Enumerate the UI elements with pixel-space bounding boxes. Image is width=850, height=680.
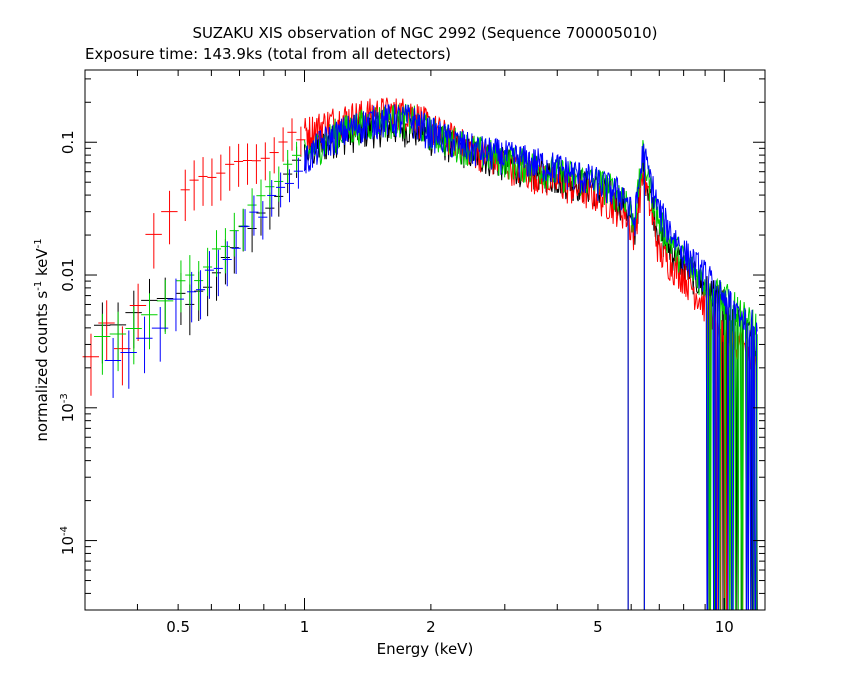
plot-frame <box>84 69 766 611</box>
spectrum-line <box>304 112 758 611</box>
y-tick-label: 10-4 <box>59 526 77 555</box>
x-tick-label: 2 <box>426 618 436 636</box>
series-blue <box>104 104 758 611</box>
x-axis-label: Energy (keV) <box>376 640 474 658</box>
svg-text:10-3: 10-3 <box>59 393 77 422</box>
y-tick-label: 0.01 <box>59 258 77 291</box>
x-tick-label: 0.5 <box>166 618 190 636</box>
series-black <box>93 112 758 611</box>
x-tick-label: 5 <box>593 618 603 636</box>
series-layer <box>82 97 758 611</box>
svg-text:0.01: 0.01 <box>59 258 77 291</box>
chart-subtitle: Exposure time: 143.9ks (total from all d… <box>85 45 452 63</box>
x-tick-label: 10 <box>715 618 734 636</box>
chart-title: SUZAKU XIS observation of NGC 2992 (Sequ… <box>192 24 658 42</box>
axis-ticks: 0.5 1 2 5 10 0.1 0.01 10-3 10-4 <box>59 70 765 636</box>
y-tick-label: 10-3 <box>59 393 77 422</box>
svg-text:0.1: 0.1 <box>59 130 77 154</box>
spectrum-line <box>304 103 758 611</box>
y-axis-label: normalized counts s-1 keV-1 <box>33 238 51 442</box>
x-tick-label: 1 <box>300 618 310 636</box>
series-red <box>82 97 758 611</box>
spectrum-line <box>304 104 758 611</box>
y-tick-label: 0.1 <box>59 130 77 154</box>
svg-text:10-4: 10-4 <box>59 526 77 555</box>
